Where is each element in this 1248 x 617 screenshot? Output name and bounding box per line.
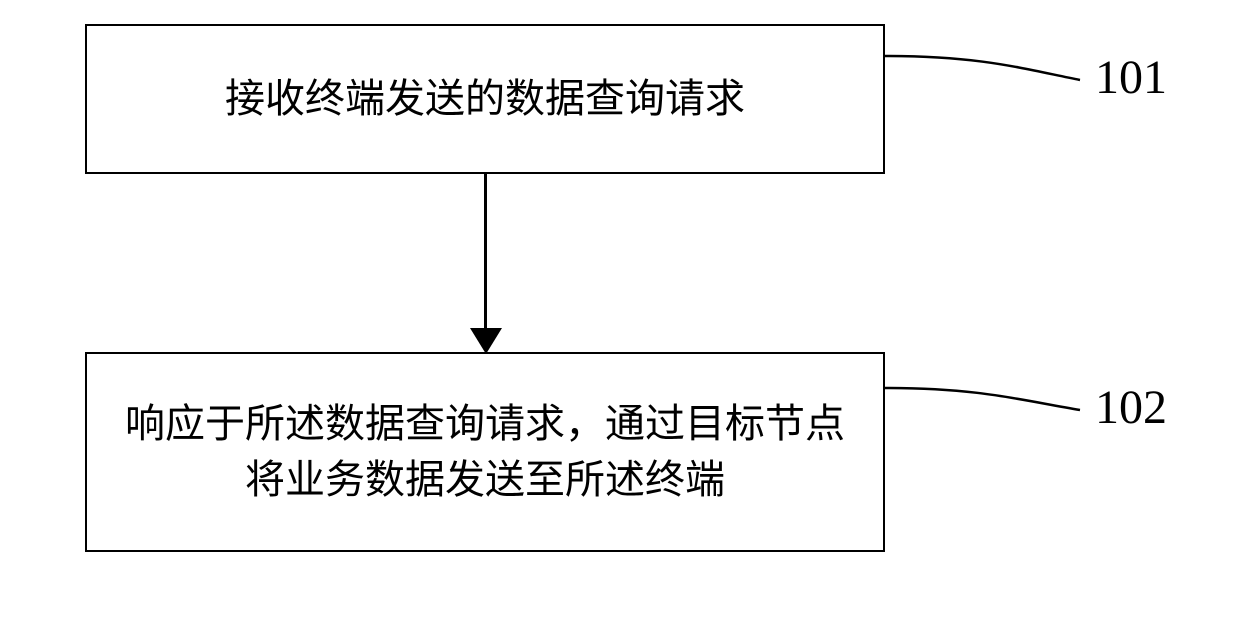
flow-node-step1-text: 接收终端发送的数据查询请求 (225, 71, 745, 127)
flow-node-step1-label: 101 (1095, 50, 1167, 105)
flow-edge-arrow-head (470, 328, 502, 354)
flow-node-step2: 响应于所述数据查询请求，通过目标节点将业务数据发送至所述终端 (85, 352, 885, 552)
flow-node-step2-label: 102 (1095, 380, 1167, 435)
flow-edge-arrow-line (484, 174, 487, 332)
flow-node-step2-text: 响应于所述数据查询请求，通过目标节点将业务数据发送至所述终端 (107, 396, 863, 508)
flow-node-step1: 接收终端发送的数据查询请求 (85, 24, 885, 174)
